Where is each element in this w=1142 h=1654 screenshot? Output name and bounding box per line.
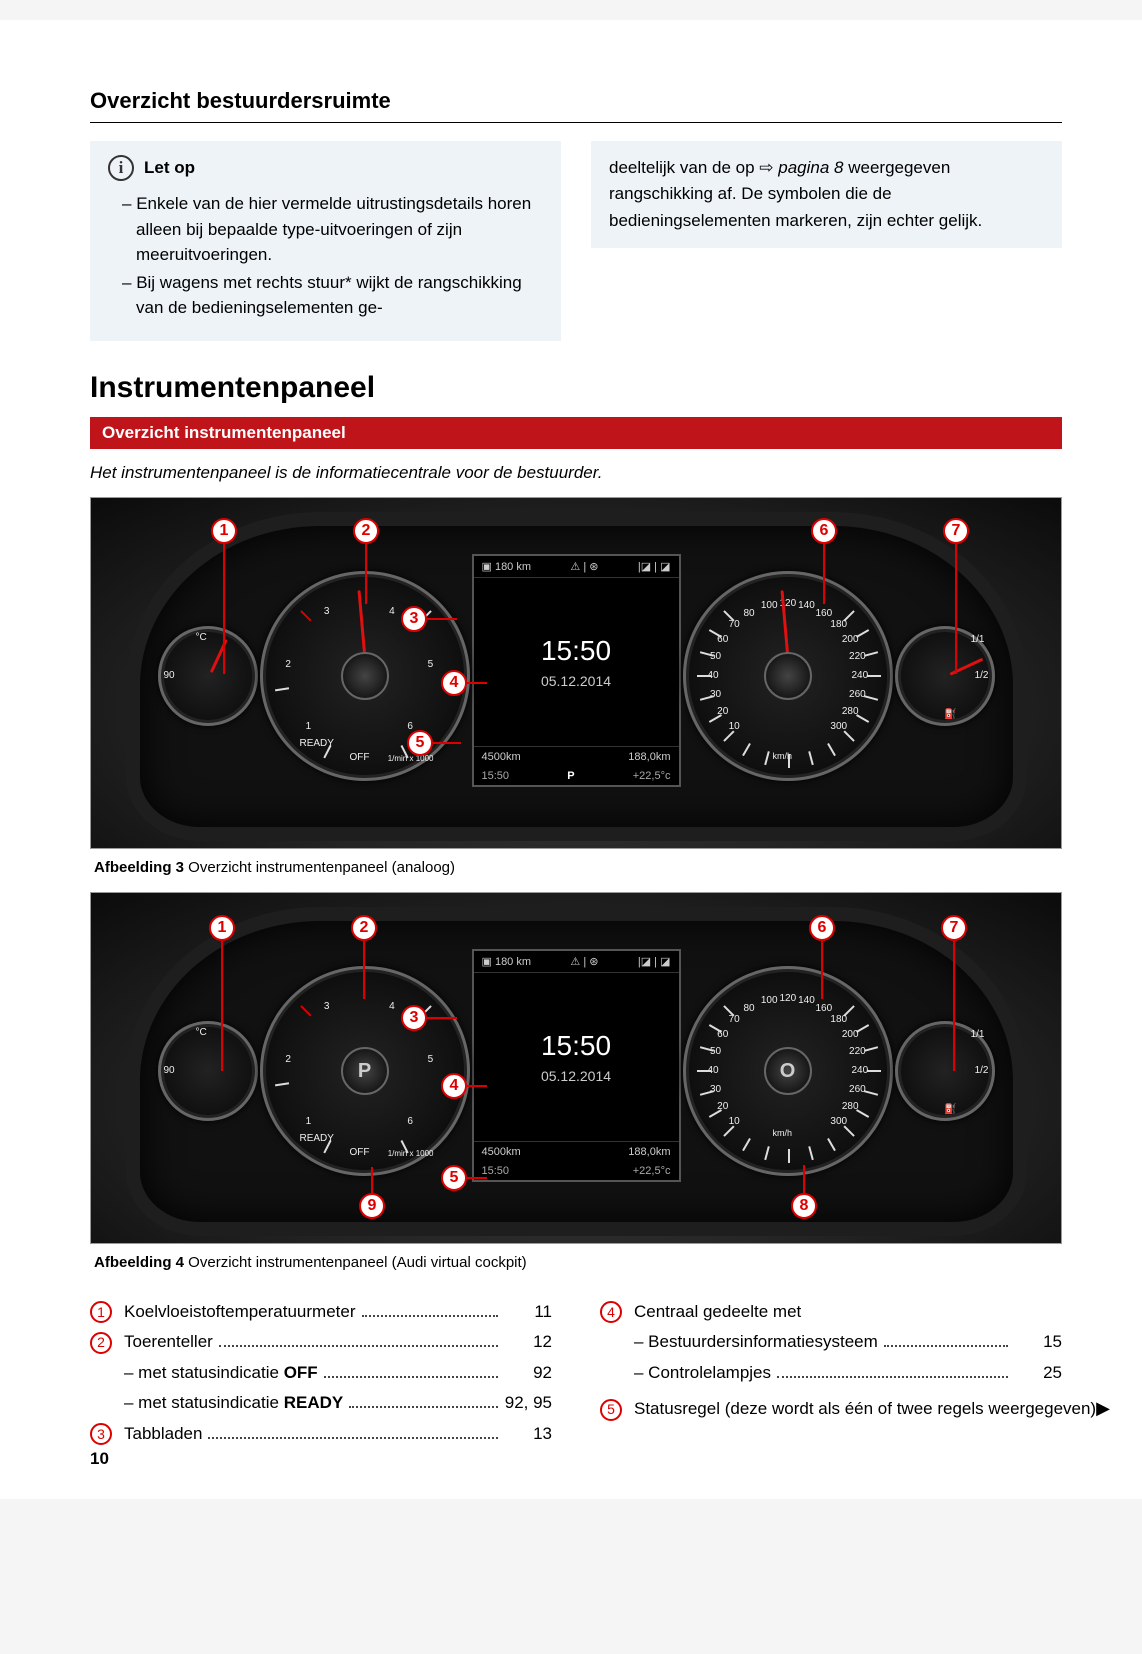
fuel-icon: ⛽	[944, 709, 956, 720]
callout-3: 3	[401, 606, 427, 632]
legend-row: – met statusindicatie OFF 92	[90, 1358, 552, 1389]
date-display: 05.12.2014	[541, 673, 611, 689]
center-display: ▣ 180 km ⚠ | ⊛ |◪ | ◪ 15:50 05.12.2014 4…	[472, 949, 681, 1182]
note-item: Enkele van de hier vermelde uitrustingsd…	[122, 191, 543, 268]
speedometer: 1020304050607080100120140160180200220240…	[683, 966, 893, 1176]
legend-page: 92	[504, 1358, 552, 1389]
trip-indicator: ▣ 180 km	[482, 560, 532, 573]
legend-label: – met statusindicatie READY	[124, 1388, 343, 1419]
status-icons: |◪ | ◪	[638, 560, 671, 573]
legend-row: 2 Toerenteller 12	[90, 1327, 552, 1358]
note-continuation: deeltelijk van de op ⇨ pagina 8 weergege…	[591, 141, 1062, 248]
speedometer: 1020304050607080100120140160180200220240…	[683, 571, 893, 781]
continue-arrow-icon: ▶	[1096, 1392, 1110, 1424]
legend-row: 4 Centraal gedeelte met	[600, 1297, 1062, 1328]
legend-label: – Bestuurdersinformatiesysteem	[634, 1327, 878, 1358]
fuel-gauge: 1/1 1/2 ⛽	[895, 1021, 995, 1121]
legend-marker: 4	[600, 1301, 622, 1323]
outside-temp: +22,5°c	[633, 770, 671, 782]
callout-6: 6	[811, 518, 837, 544]
legend-page: 15	[1014, 1327, 1062, 1358]
legend: 1 Koelvloeistoftemperatuurmeter 11 2 Toerent…	[90, 1297, 1062, 1450]
figure-3-caption: Afbeelding 3 Overzicht instrumentenpanee…	[90, 853, 1062, 892]
figure-3: B4M-0068 °C 90 123456 READY OFF 1/min x …	[90, 497, 1062, 849]
dashboard-analog: °C 90 123456 READY OFF 1/min x 1000 ▣	[91, 498, 1061, 848]
center-display: ▣ 180 km ⚠ | ⊛ |◪ | ◪ 15:50 05.12.2014 4…	[472, 554, 681, 787]
dashboard-virtual: °C 90 123456 P READY OFF 1/min x 1000 ▣ …	[91, 893, 1061, 1243]
legend-left: 1 Koelvloeistoftemperatuurmeter 11 2 Toerent…	[90, 1297, 552, 1450]
legend-label: – Controlelampjes	[634, 1358, 771, 1389]
callout-3: 3	[401, 1005, 427, 1031]
coolant-gauge: °C 90	[158, 626, 258, 726]
legend-row: – met statusindicatie READY 92, 95	[90, 1388, 552, 1419]
callout-5: 5	[407, 730, 433, 756]
info-icon: i	[108, 155, 134, 181]
legend-marker: 1	[90, 1301, 112, 1323]
legend-label: Koelvloeistoftemperatuurmeter	[124, 1297, 356, 1328]
fuel-gauge: 1/1 1/2 ⛽	[895, 626, 995, 726]
gear-indicator: P	[567, 770, 574, 782]
gauge-hub	[764, 652, 812, 700]
note-item: Bij wagens met rechts stuur* wijkt de ra…	[122, 270, 543, 321]
callout-9: 9	[359, 1193, 385, 1219]
legend-page: 13	[504, 1419, 552, 1450]
callout-1: 1	[211, 518, 237, 544]
legend-label: Centraal gedeelte met	[634, 1297, 801, 1328]
callout-1: 1	[209, 915, 235, 941]
page-ref: pagina 8	[778, 158, 843, 177]
coolant-gauge: °C 90	[158, 1021, 258, 1121]
callout-6: 6	[809, 915, 835, 941]
speed-o-hub: O	[764, 1047, 812, 1095]
section-heading: Instrumentenpaneel	[90, 371, 1062, 405]
chapter-title: Overzicht bestuurdersruimte	[90, 88, 1062, 123]
gauge-hub	[341, 652, 389, 700]
legend-page: 11	[504, 1297, 552, 1328]
note-title: Let op	[144, 158, 195, 178]
odometer: 4500km	[482, 751, 521, 763]
callout-2: 2	[353, 518, 379, 544]
legend-label: – met statusindicatie OFF	[124, 1358, 318, 1389]
legend-marker: 2	[90, 1332, 112, 1354]
callout-7: 7	[941, 915, 967, 941]
callout-4: 4	[441, 670, 467, 696]
link-arrow-icon: ⇨	[759, 158, 773, 177]
range: 188,0km	[628, 751, 670, 763]
legend-label: Toerenteller	[124, 1327, 213, 1358]
ready-label: READY	[300, 738, 334, 749]
legend-row: 3 Tabbladen 13	[90, 1419, 552, 1450]
note-list: Enkele van de hier vermelde uitrustingsd…	[108, 191, 543, 321]
manual-page: Overzicht bestuurdersruimte i Let op Enk…	[0, 20, 1142, 1499]
legend-row: – Bestuurdersinformatiesysteem 15	[600, 1327, 1062, 1358]
warning-icon: ⚠ | ⊛	[570, 560, 598, 573]
figure-4: B4M-0069 °C 90 123456 P READY OFF 1/min …	[90, 892, 1062, 1244]
legend-label: Statusregel (deze wordt als één of twee …	[634, 1394, 1096, 1425]
legend-marker: 3	[90, 1423, 112, 1445]
gear-p-hub: P	[341, 1047, 389, 1095]
legend-page: 92, 95	[504, 1388, 552, 1419]
figure-4-caption: Afbeelding 4 Overzicht instrumentenpanee…	[90, 1248, 1062, 1287]
callout-2: 2	[351, 915, 377, 941]
red-subheading: Overzicht instrumentenpaneel	[90, 417, 1062, 449]
legend-row: 1 Koelvloeistoftemperatuurmeter 11	[90, 1297, 552, 1328]
note-box: i Let op Enkele van de hier vermelde uit…	[90, 141, 561, 341]
legend-page: 25	[1014, 1358, 1062, 1389]
legend-row: – Controlelampjes 25	[600, 1358, 1062, 1389]
callout-7: 7	[943, 518, 969, 544]
legend-row: 5Statusregel (deze wordt als één of twee…	[600, 1388, 1062, 1425]
legend-label: Tabbladen	[124, 1419, 202, 1450]
clock-display: 15:50	[541, 635, 611, 667]
legend-right: 4 Centraal gedeelte met– Bestuurdersinfor…	[600, 1297, 1062, 1450]
note-row: i Let op Enkele van de hier vermelde uit…	[90, 141, 1062, 341]
legend-marker: 5	[600, 1399, 622, 1421]
callout-5: 5	[441, 1165, 467, 1191]
legend-page: 12	[504, 1327, 552, 1358]
callout-4: 4	[441, 1073, 467, 1099]
page-number: 10	[90, 1449, 109, 1469]
off-label: OFF	[350, 752, 370, 763]
callout-8: 8	[791, 1193, 817, 1219]
lead-text: Het instrumentenpaneel is de informatiec…	[90, 463, 1062, 483]
